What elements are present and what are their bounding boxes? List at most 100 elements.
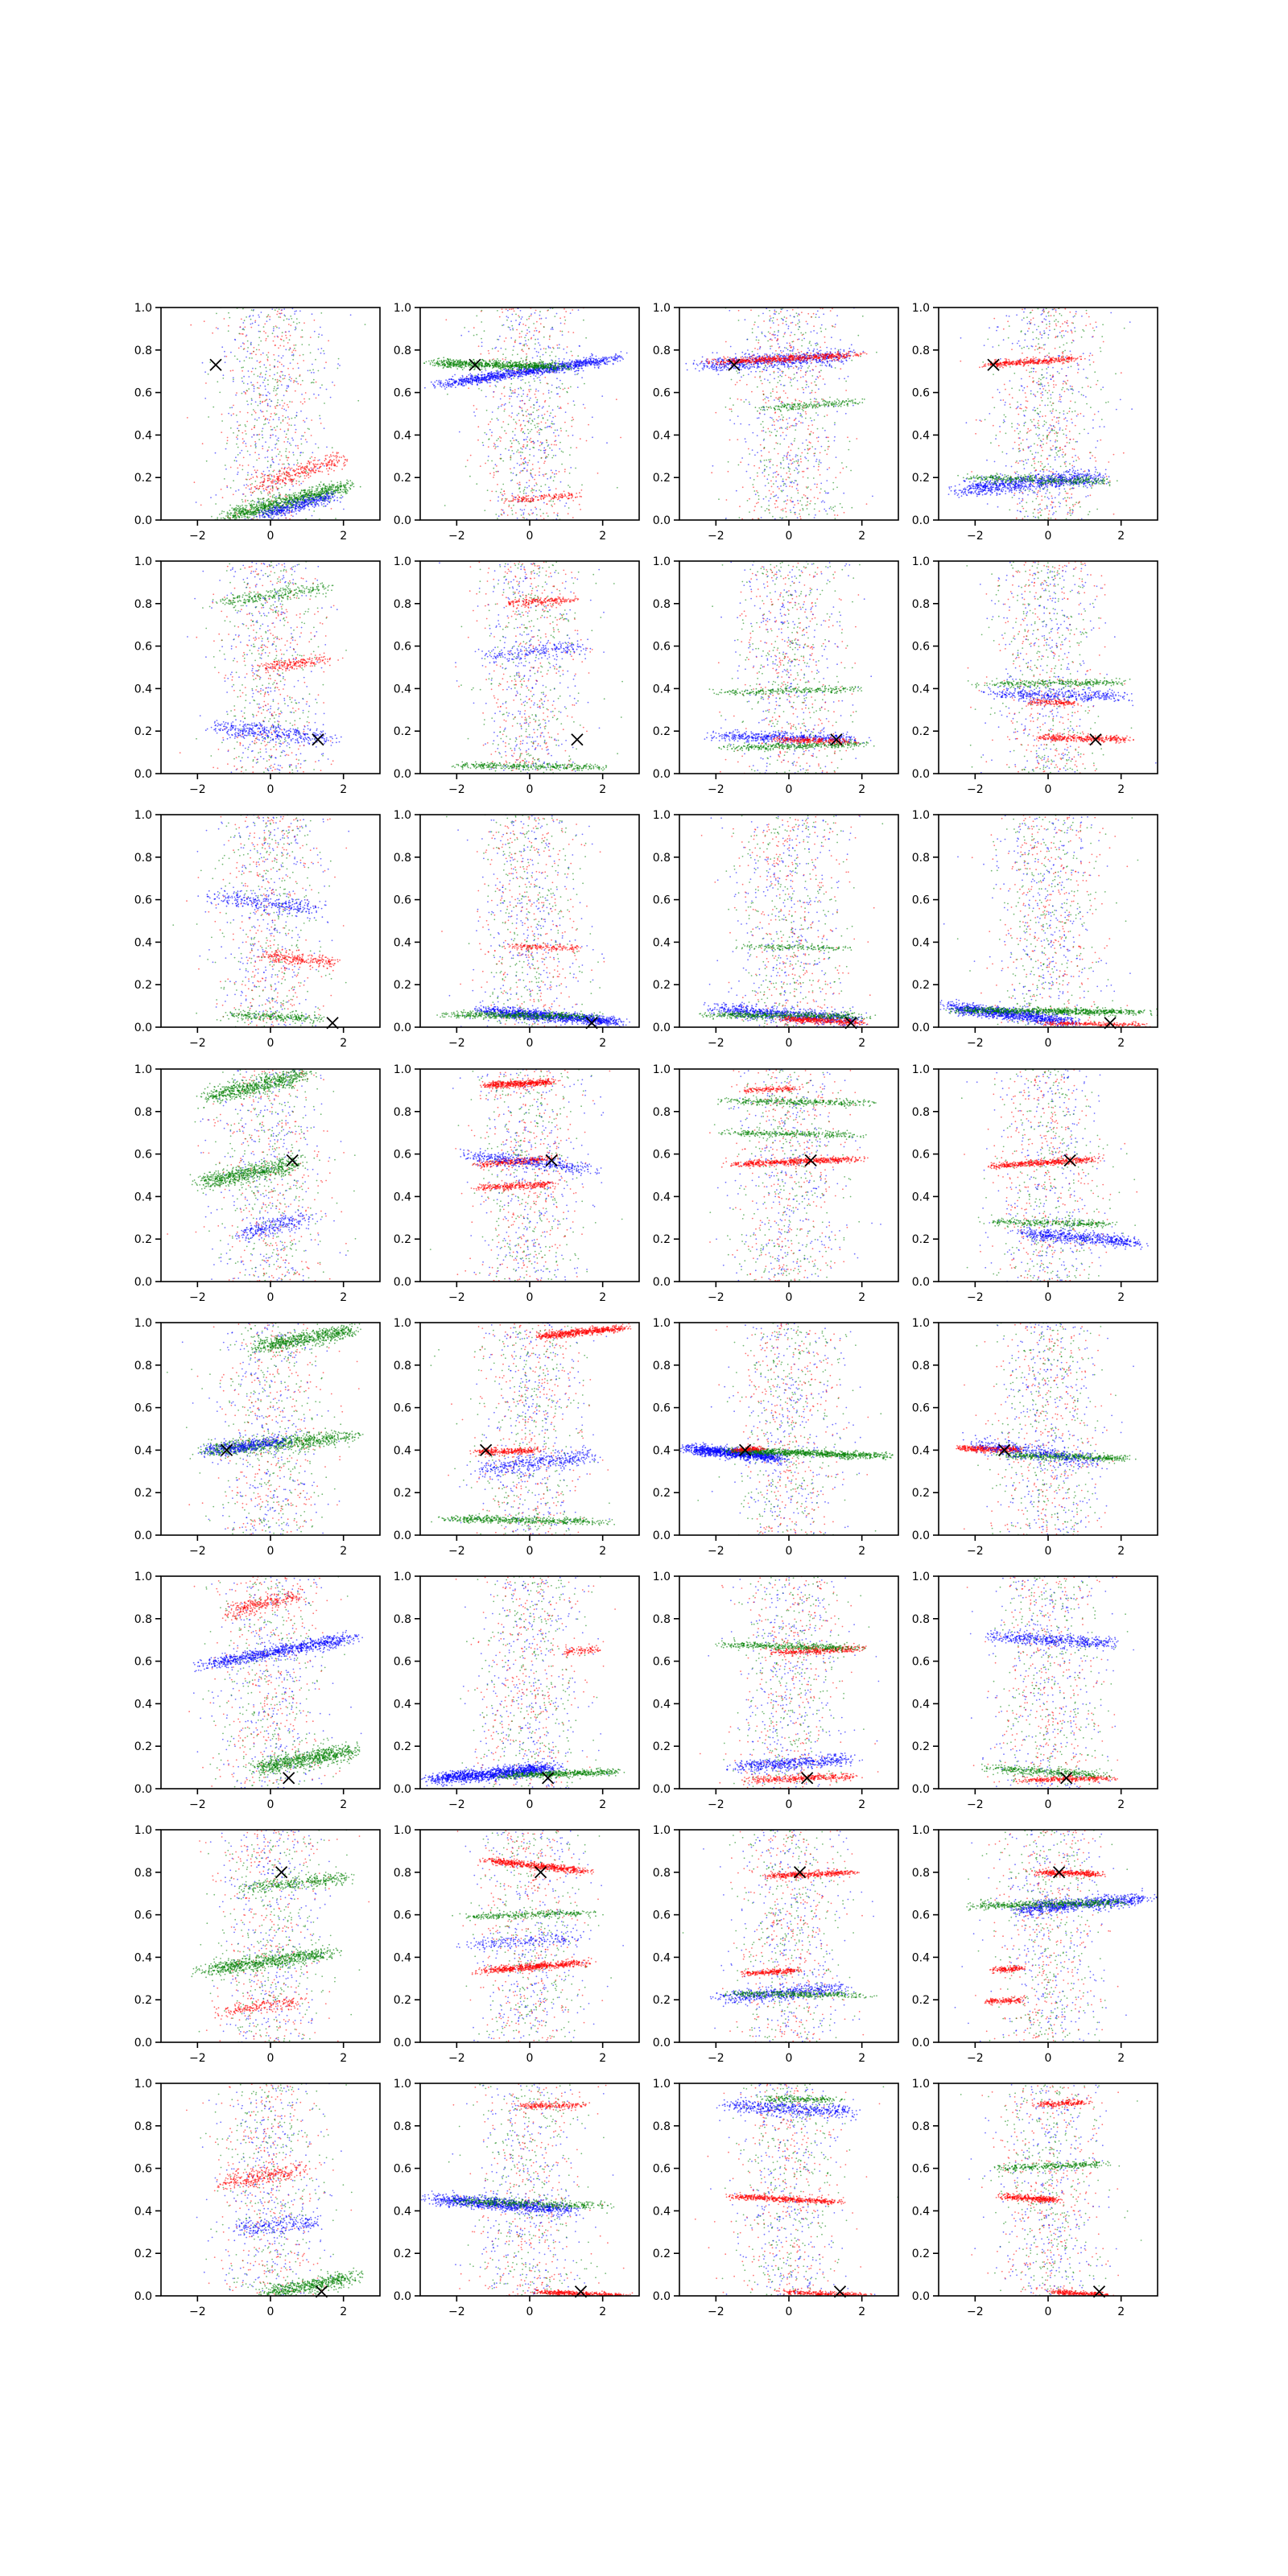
scatter-point-blue (592, 361, 593, 362)
scatter-point-blue (287, 385, 289, 386)
scatter-point-blue (481, 374, 483, 376)
scatter-point-red (304, 466, 306, 468)
scatter-point-green (254, 508, 255, 510)
scatter-point-blue (306, 500, 308, 502)
scatter-point-blue (472, 378, 473, 379)
scatter-point-red (564, 422, 566, 423)
scatter-point-red (546, 513, 547, 514)
scatter-point-blue (498, 376, 500, 378)
scatter-point-green (551, 391, 552, 393)
scatter-point-red (539, 445, 541, 447)
scatter-point-green (279, 497, 280, 499)
scatter-point-red (526, 332, 528, 334)
scatter-point-blue (532, 477, 534, 478)
scatter-point-red (254, 441, 256, 443)
scatter-point-blue (498, 339, 500, 341)
scatter-point-red (568, 513, 569, 514)
scatter-point-red (304, 472, 306, 473)
scatter-point-red (247, 412, 249, 414)
scatter-point-blue (271, 476, 273, 477)
scatter-point-blue (581, 377, 583, 378)
scatter-point-green (262, 498, 263, 500)
scatter-point-red (281, 336, 283, 337)
scatter-point-green (267, 384, 269, 386)
scatter-point-blue (313, 372, 315, 374)
scatter-point-blue (510, 337, 512, 339)
scatter-point-blue (303, 504, 304, 506)
scatter-point-blue (498, 407, 500, 408)
scatter-point-green (273, 494, 275, 496)
scatter-point-blue (537, 440, 539, 442)
scatter-point-red (564, 323, 566, 324)
scatter-point-blue (250, 494, 252, 496)
scatter-point-blue (493, 376, 494, 378)
scatter-point-red (489, 353, 490, 354)
scatter-point-red (551, 427, 552, 428)
scatter-point-green (262, 508, 263, 510)
scatter-point-blue (255, 443, 257, 444)
scatter-point-green (233, 432, 234, 434)
scatter-point-blue (318, 394, 320, 396)
scatter-point-green (487, 460, 489, 461)
scatter-point-red (308, 462, 310, 464)
scatter-point-blue (537, 339, 539, 341)
scatter-point-blue (460, 378, 461, 379)
scatter-point-green (360, 486, 361, 488)
scatter-point-red (290, 475, 291, 477)
scatter-point-red (247, 485, 249, 487)
scatter-point-green (552, 501, 554, 502)
scatter-point-blue (320, 327, 321, 328)
scatter-point-red (276, 486, 278, 488)
scatter-point-red (579, 504, 580, 506)
scatter-point-blue (590, 358, 592, 360)
scatter-point-red (547, 382, 548, 384)
scatter-point-blue (323, 503, 324, 505)
scatter-point-green (536, 410, 538, 411)
scatter-point-red (252, 492, 254, 493)
scatter-point-red (336, 453, 338, 455)
scatter-point-blue (587, 365, 588, 367)
scatter-point-blue (454, 374, 456, 376)
scatter-point-blue (246, 484, 248, 485)
scatter-point-green (247, 474, 249, 476)
scatter-point-blue (497, 446, 499, 448)
scatter-point-green (484, 432, 485, 434)
scatter-point-blue (257, 361, 258, 362)
scatter-point-blue (288, 513, 290, 514)
scatter-point-blue (500, 398, 502, 400)
scatter-point-green (213, 407, 214, 408)
scatter-point-blue (434, 382, 436, 383)
scatter-point-blue (560, 323, 562, 324)
scatter-point-blue (262, 445, 263, 447)
scatter-point-blue (504, 404, 506, 406)
scatter-point-red (543, 518, 545, 520)
scatter-point-blue (514, 373, 516, 374)
scatter-point-green (564, 388, 566, 390)
scatter-point-blue (620, 357, 621, 358)
scatter-point-blue (469, 382, 470, 384)
scatter-point-green (521, 357, 522, 359)
scatter-point-green (299, 496, 301, 497)
scatter-point-blue (576, 363, 578, 365)
scatter-point-green (505, 448, 506, 450)
scatter-point-red (532, 464, 534, 465)
scatter-point-blue (469, 379, 471, 381)
scatter-point-green (522, 360, 524, 361)
scatter-point-green (272, 378, 274, 380)
scatter-point-blue (501, 348, 502, 349)
scatter-point-green (293, 321, 295, 323)
scatter-point-green (516, 474, 518, 476)
scatter-point-red (266, 338, 267, 340)
scatter-point-blue (484, 374, 485, 376)
scatter-point-red (261, 481, 262, 483)
scatter-point-red (519, 484, 521, 485)
scatter-point-green (311, 382, 312, 384)
scatter-point-blue (293, 464, 295, 465)
scatter-point-red (278, 347, 279, 349)
scatter-point-green (543, 336, 545, 338)
scatter-point-green (257, 506, 258, 507)
scatter-point-red (279, 460, 281, 461)
y-tick-label: 0.4 (134, 429, 152, 442)
scatter-point-red (519, 481, 521, 483)
scatter-point-blue (472, 382, 473, 383)
